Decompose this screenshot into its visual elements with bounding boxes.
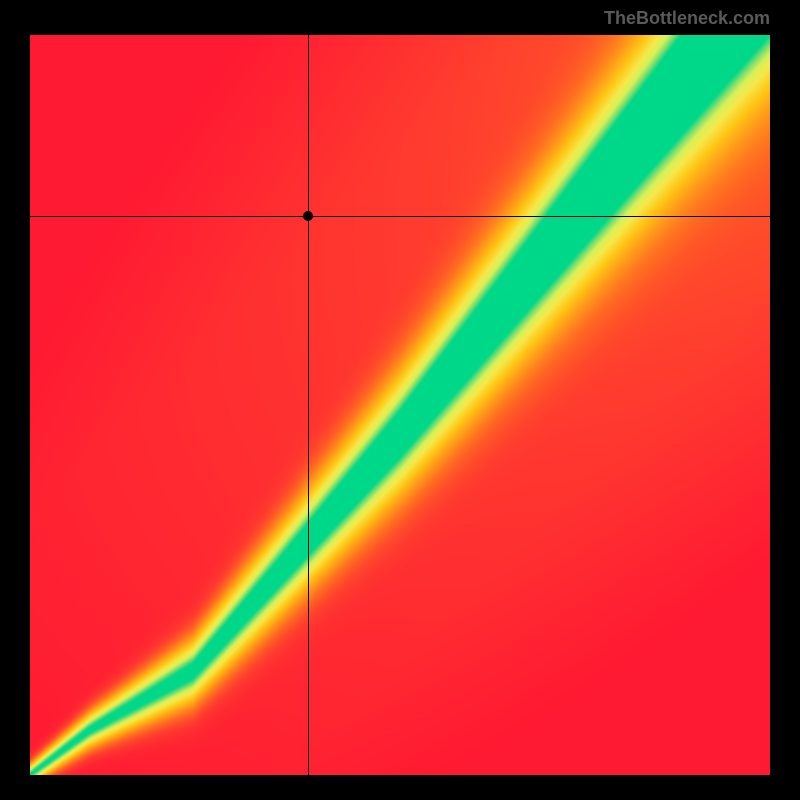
attribution-text: TheBottleneck.com xyxy=(604,8,770,29)
chart-area xyxy=(30,35,770,775)
crosshair-vertical xyxy=(308,35,309,775)
crosshair-horizontal xyxy=(30,216,770,217)
heatmap-canvas xyxy=(30,35,770,775)
crosshair-point xyxy=(303,211,313,221)
